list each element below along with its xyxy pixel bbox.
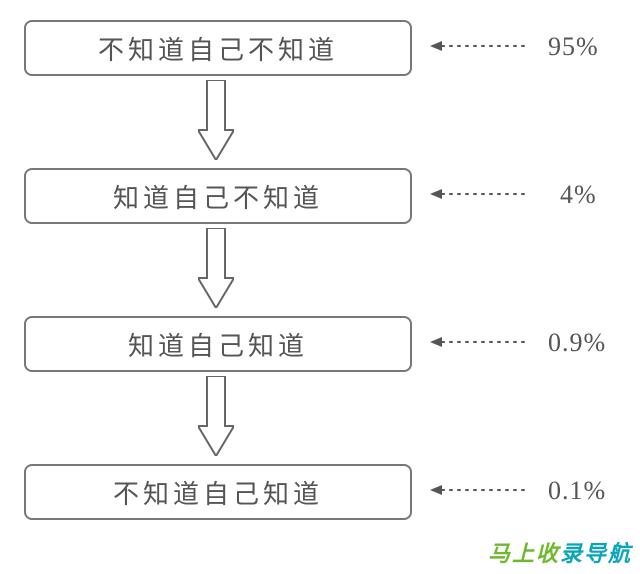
down-arrow-2: [198, 228, 234, 308]
dotted-arrow-1: [430, 40, 530, 52]
dotted-arrow-3: [430, 336, 530, 348]
dotted-arrow-2: [430, 188, 530, 200]
stage-label-3: 知道自己知道: [128, 326, 308, 363]
down-arrow-3: [198, 376, 234, 456]
stage-label-2: 知道自己不知道: [113, 178, 323, 215]
stage-box-3: 知道自己知道: [24, 316, 412, 372]
stage-box-4: 不知道自己知道: [24, 464, 412, 520]
watermark-part-b: 录导航: [560, 541, 632, 566]
percent-label-2: 4%: [560, 180, 597, 210]
percent-label-4: 0.1%: [548, 476, 606, 506]
dotted-arrow-4: [430, 484, 530, 496]
stage-box-1: 不知道自己不知道: [24, 20, 412, 76]
stage-label-1: 不知道自己不知道: [98, 30, 338, 67]
watermark: 马上收录导航: [488, 536, 632, 568]
percent-label-1: 95%: [548, 32, 599, 62]
down-arrow-1: [198, 80, 234, 160]
percent-label-3: 0.9%: [548, 328, 606, 358]
watermark-part-a: 马上收: [488, 541, 560, 566]
flowchart: 不知道自己不知道 95% 知道自己不知道 4% 知道自己知道: [0, 0, 640, 574]
stage-box-2: 知道自己不知道: [24, 168, 412, 224]
stage-label-4: 不知道自己知道: [113, 474, 323, 511]
